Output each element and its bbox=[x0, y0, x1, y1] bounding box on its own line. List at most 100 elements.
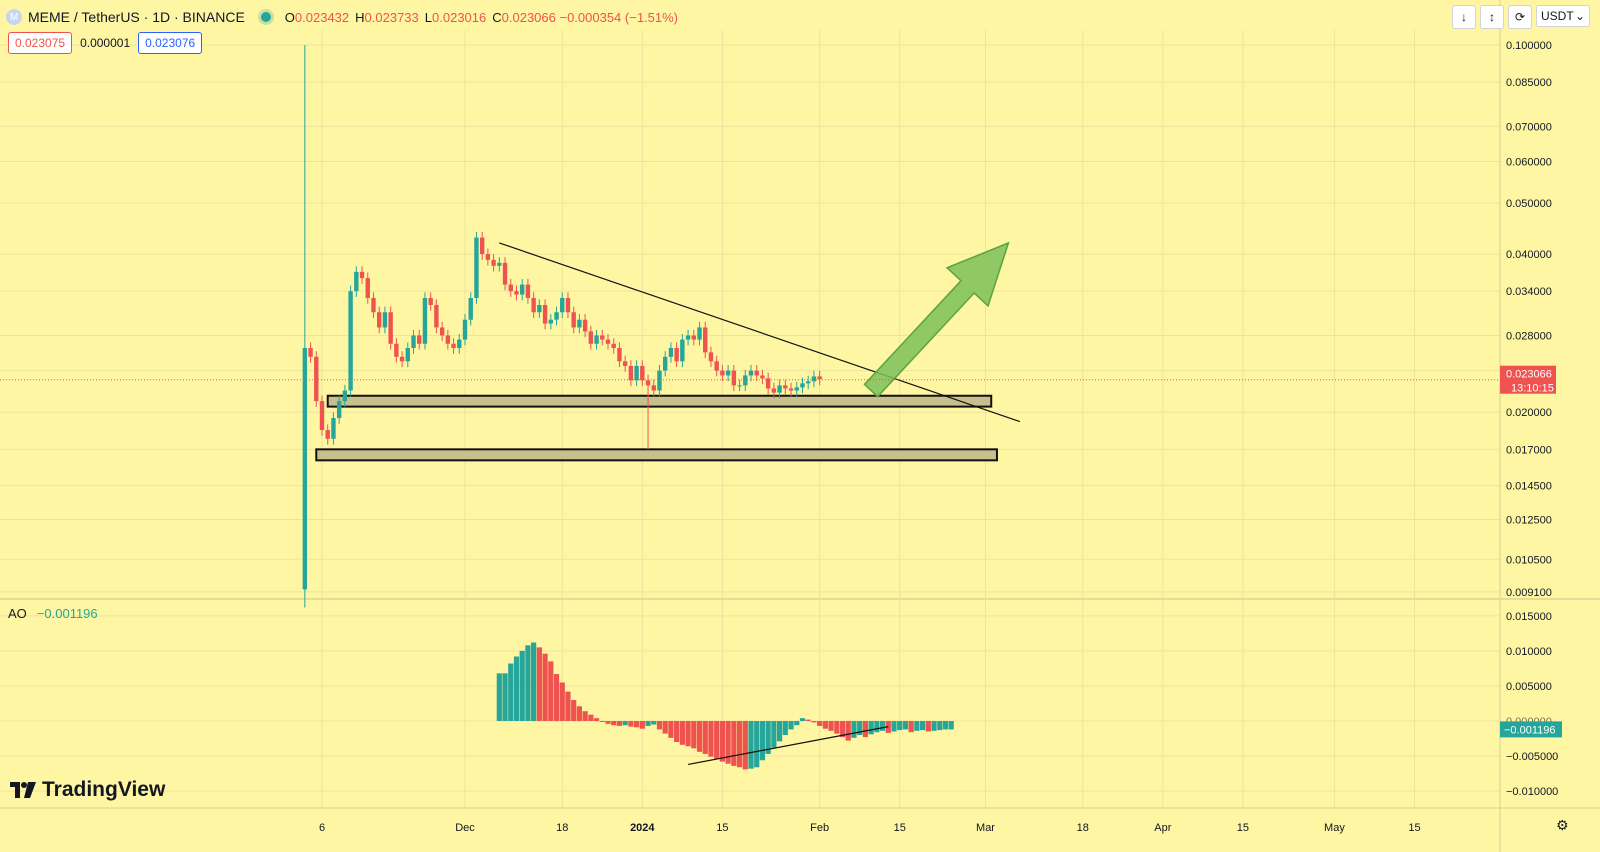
candle bbox=[548, 319, 553, 324]
ao-bar bbox=[559, 682, 565, 721]
price-tick-label: 0.014500 bbox=[1506, 481, 1552, 493]
time-tick-label: 18 bbox=[556, 822, 568, 834]
time-tick-label: Dec bbox=[455, 822, 475, 834]
ao-bar bbox=[576, 706, 582, 721]
ao-bar bbox=[897, 721, 903, 731]
candle bbox=[508, 284, 513, 292]
ao-bar bbox=[920, 721, 926, 731]
candle bbox=[348, 291, 353, 391]
low-key: L bbox=[424, 9, 433, 25]
sell-button[interactable]: 0.023075 bbox=[8, 32, 73, 54]
candle bbox=[771, 388, 777, 393]
ao-bar bbox=[599, 721, 605, 722]
ao-bar bbox=[588, 714, 594, 721]
open-value: 0.023432 bbox=[294, 9, 350, 25]
candle bbox=[405, 348, 410, 362]
time-tick-label: 6 bbox=[319, 822, 325, 834]
ao-bar bbox=[777, 721, 783, 742]
candle bbox=[777, 385, 782, 393]
symbol-title[interactable]: MEME / TetherUS · 1D · BINANCE bbox=[28, 9, 245, 25]
refresh-icon[interactable]: ⟳ bbox=[1508, 5, 1532, 29]
candle bbox=[342, 390, 348, 402]
ao-bar bbox=[525, 645, 531, 721]
candle bbox=[657, 370, 662, 391]
ao-bar bbox=[879, 721, 886, 731]
ao-bar bbox=[931, 721, 937, 731]
candle bbox=[422, 297, 428, 344]
candle bbox=[411, 335, 416, 349]
ao-bar bbox=[508, 663, 514, 721]
ao-bar bbox=[571, 699, 577, 721]
time-tick-label: Feb bbox=[810, 822, 829, 834]
price-tick-label: 0.060000 bbox=[1506, 157, 1552, 169]
candle bbox=[319, 401, 325, 431]
candle bbox=[479, 237, 485, 255]
logo-text: TradingView bbox=[42, 778, 166, 801]
ao-tick-label: −0.010000 bbox=[1506, 786, 1558, 798]
ao-bar bbox=[605, 721, 611, 724]
ao-bar bbox=[531, 642, 537, 721]
candle bbox=[359, 271, 365, 279]
candle bbox=[725, 370, 731, 376]
candle bbox=[388, 312, 393, 344]
price-tick-label: 0.050000 bbox=[1506, 198, 1552, 210]
candle bbox=[703, 327, 708, 353]
ao-bar bbox=[582, 711, 588, 721]
last-price-badge bbox=[1500, 365, 1556, 394]
ao-bar bbox=[656, 721, 663, 730]
candle bbox=[365, 278, 370, 298]
candle bbox=[371, 297, 376, 313]
ao-bar bbox=[799, 718, 806, 721]
candle bbox=[474, 237, 479, 298]
arrow-down-icon[interactable]: ↓ bbox=[1452, 5, 1476, 29]
ao-bar bbox=[736, 721, 743, 768]
gear-icon[interactable]: ⚙ bbox=[1556, 817, 1569, 833]
ao-bar bbox=[782, 721, 788, 736]
candle bbox=[628, 365, 634, 381]
time-tick-label: Mar bbox=[976, 822, 995, 834]
price-tick-label: 0.009100 bbox=[1506, 587, 1552, 599]
price-tick-label: 0.040000 bbox=[1506, 249, 1552, 261]
ao-bars bbox=[496, 642, 954, 770]
collapse-icon[interactable]: ↕ bbox=[1480, 5, 1504, 29]
candle bbox=[417, 335, 422, 344]
ao-bar bbox=[519, 650, 525, 721]
candle bbox=[600, 335, 605, 340]
ao-bar bbox=[536, 647, 542, 721]
ao-bar bbox=[702, 721, 708, 754]
ao-legend[interactable]: AO −0.001196 bbox=[8, 606, 98, 621]
candle bbox=[748, 370, 754, 376]
ao-bar bbox=[811, 721, 817, 723]
ao-value-badge bbox=[1500, 721, 1562, 738]
candle bbox=[485, 254, 491, 260]
candle bbox=[514, 291, 519, 295]
candle bbox=[674, 348, 679, 362]
price-tick-label: 0.100000 bbox=[1506, 40, 1552, 52]
price-tick-label: 0.070000 bbox=[1506, 121, 1552, 133]
candle bbox=[663, 356, 668, 371]
tradingview-logo[interactable]: TradingView bbox=[10, 778, 165, 802]
candle bbox=[520, 284, 525, 295]
candle bbox=[434, 304, 439, 328]
candle bbox=[399, 356, 405, 362]
candle bbox=[605, 339, 611, 344]
candle bbox=[588, 331, 594, 344]
ao-bar bbox=[839, 721, 846, 738]
time-tick-label: 18 bbox=[1077, 822, 1089, 834]
buy-button[interactable]: 0.023076 bbox=[138, 32, 203, 54]
candle bbox=[582, 319, 588, 332]
ao-bar bbox=[639, 721, 645, 729]
price-tick-label: 0.034000 bbox=[1506, 286, 1552, 298]
candle bbox=[377, 312, 382, 328]
time-tick-label: May bbox=[1324, 822, 1345, 834]
ao-value: −0.001196 bbox=[36, 606, 98, 621]
spread-value: 0.000001 bbox=[80, 36, 131, 50]
currency-select[interactable]: USDT ⌄ bbox=[1536, 5, 1590, 27]
last-price-label: 0.023066 bbox=[1506, 369, 1552, 381]
ao-tick-label: 0.010000 bbox=[1506, 646, 1552, 658]
candle bbox=[720, 370, 725, 376]
candle bbox=[308, 348, 313, 357]
ao-bar bbox=[593, 718, 600, 721]
time-tick-label: 15 bbox=[894, 822, 906, 834]
